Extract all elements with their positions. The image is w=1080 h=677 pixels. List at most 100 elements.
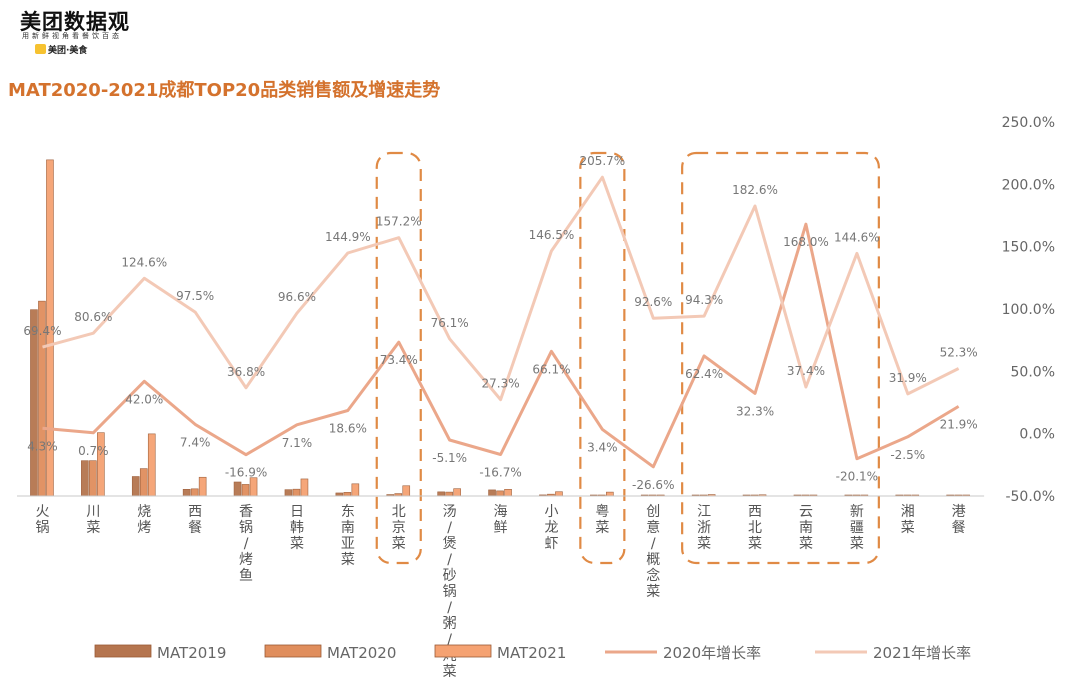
data-label: -26.6%	[632, 478, 674, 492]
bar-mat2020	[190, 488, 199, 497]
bar-mat2021	[198, 476, 207, 497]
data-label: 7.4%	[180, 435, 211, 449]
category-label: 云南菜	[799, 504, 813, 552]
category-label: 港餐	[952, 504, 966, 536]
bar-mat2020	[445, 491, 453, 497]
y2-tick-label: 250.0%	[1002, 115, 1055, 131]
data-label: 7.1%	[282, 436, 313, 450]
data-label: 4.3%	[27, 439, 58, 453]
bar-mat2019	[488, 489, 496, 497]
bar-mat2020	[292, 488, 301, 497]
data-label: 182.6%	[732, 183, 778, 197]
bar-mat2020	[241, 484, 250, 497]
data-label: 73.4%	[380, 353, 418, 367]
category-label: 烧烤	[137, 504, 151, 536]
category-label: 火锅	[35, 504, 49, 536]
data-label: 62.4%	[685, 367, 723, 381]
logo-subtitle: 用新鲜视角看餐饮百态	[22, 32, 122, 40]
data-label: 94.3%	[685, 293, 723, 307]
brand-name: 美团·美食	[48, 46, 88, 56]
category-label: 小龙虾	[544, 504, 558, 552]
data-label: 97.5%	[176, 289, 214, 303]
bar-mat2021	[249, 477, 258, 497]
highlight-box	[579, 151, 626, 565]
legend-label: MAT2019	[157, 644, 226, 662]
data-label: 0.7%	[78, 444, 109, 458]
bar-mat2021	[402, 485, 411, 497]
bar-mat2021	[147, 433, 156, 497]
data-label: 205.7%	[579, 154, 625, 168]
bar-mat2019	[233, 481, 242, 497]
data-label: 146.5%	[529, 228, 575, 242]
highlight-box	[681, 151, 880, 565]
bar-mat2019	[81, 460, 89, 497]
data-label: 3.4%	[587, 440, 618, 454]
category-label: 川菜	[86, 504, 100, 536]
bar-mat2021	[97, 432, 105, 497]
chart-title: MAT2020-2021成都TOP20品类销售额及增速走势	[8, 80, 441, 101]
data-label: 66.1%	[532, 362, 570, 376]
data-label: 18.6%	[329, 421, 367, 435]
bar-mat2021	[504, 489, 512, 497]
y2-tick-label: 200.0%	[1002, 177, 1055, 193]
bar-mat2019	[182, 489, 191, 497]
bar-mat2021	[300, 478, 309, 497]
data-label: 42.0%	[125, 392, 163, 406]
data-label: 168.0%	[783, 235, 829, 249]
data-label: 76.1%	[431, 316, 469, 330]
category-label: 西北菜	[748, 504, 762, 552]
y2-tick-label: 0.0%	[1019, 427, 1055, 443]
logo-title: 美团数据观	[20, 10, 130, 34]
bar-mat2019	[437, 491, 445, 497]
data-label: -5.1%	[432, 451, 467, 465]
series-line-2021	[42, 175, 960, 402]
category-label: 日韩菜	[290, 504, 304, 552]
data-label: -20.1%	[836, 470, 878, 484]
data-label: 92.6%	[634, 295, 672, 309]
legend-label: MAT2021	[497, 644, 566, 662]
data-label: 69.4%	[23, 324, 61, 338]
data-label: 52.3%	[940, 345, 978, 359]
legend-swatch	[94, 644, 152, 658]
category-label: 西餐	[188, 504, 202, 536]
bar-mat2021	[606, 491, 614, 497]
category-label: 创意/概念菜	[646, 504, 660, 600]
y2-tick-label: 150.0%	[1002, 240, 1055, 256]
data-label: 144.9%	[325, 230, 371, 244]
data-label: 31.9%	[889, 371, 927, 385]
data-label: 27.3%	[481, 377, 519, 391]
category-label: 新疆菜	[850, 504, 864, 552]
data-label: 80.6%	[74, 310, 112, 324]
data-label: -16.7%	[479, 465, 521, 479]
bar-mat2019	[284, 489, 293, 497]
category-label: 北京菜	[392, 504, 406, 552]
data-label: 144.6%	[834, 230, 880, 244]
category-label: 东南亚菜	[341, 504, 355, 568]
bar-mat2020	[343, 492, 352, 497]
data-label: 157.2%	[376, 215, 422, 229]
bar-mat2020	[139, 468, 148, 497]
category-label: 江浙菜	[697, 504, 711, 552]
legend-swatch	[264, 644, 322, 658]
brand-badge	[35, 44, 46, 54]
category-label: 香锅/烤鱼	[239, 504, 253, 584]
legend-swatch	[434, 644, 492, 658]
category-label: 粤菜	[595, 504, 609, 536]
y2-tick-label: -50.0%	[1005, 489, 1055, 505]
bar-mat2020	[496, 490, 504, 497]
data-label: -16.9%	[225, 466, 267, 480]
y2-tick-label: 50.0%	[1011, 364, 1055, 380]
legend-label: 2020年增长率	[663, 644, 761, 662]
category-label: 湘菜	[901, 504, 915, 536]
data-label: -2.5%	[890, 448, 925, 462]
category-label: 海鲜	[494, 504, 508, 536]
data-label: 96.6%	[278, 290, 316, 304]
data-label: 124.6%	[121, 255, 167, 269]
bar-mat2021	[555, 491, 563, 497]
y2-tick-label: 100.0%	[1002, 302, 1055, 318]
legend-label: MAT2020	[327, 644, 396, 662]
data-label: 32.3%	[736, 404, 774, 418]
legend-label: 2021年增长率	[873, 644, 971, 662]
data-label: 36.8%	[227, 365, 265, 379]
